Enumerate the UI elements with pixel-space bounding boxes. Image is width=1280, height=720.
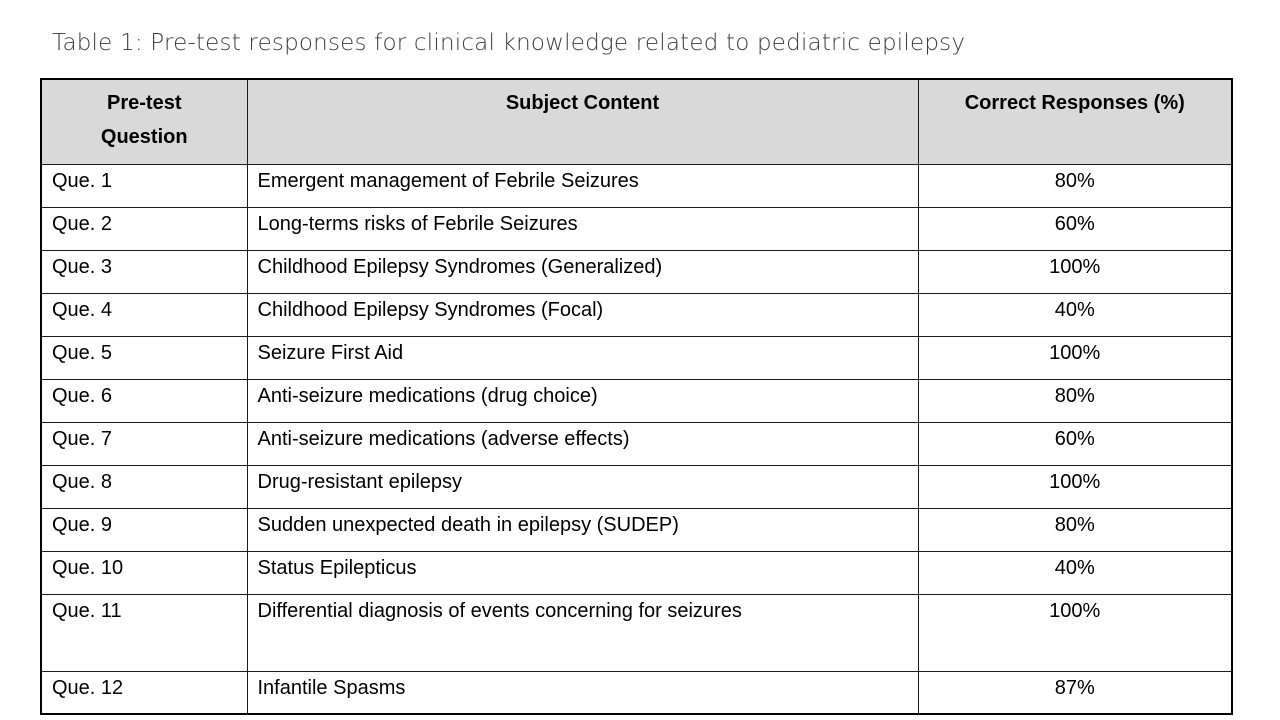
content-cell: Infantile Spasms bbox=[246, 671, 919, 715]
question-cell: Que. 2 bbox=[40, 207, 248, 251]
question-cell: Que. 10 bbox=[40, 551, 248, 595]
question-cell: Que. 7 bbox=[40, 422, 248, 466]
correct-cell: 100% bbox=[917, 250, 1233, 294]
content-cell: Emergent management of Febrile Seizures bbox=[246, 164, 919, 208]
question-cell: Que. 1 bbox=[40, 164, 248, 208]
question-cell: Que. 6 bbox=[40, 379, 248, 423]
content-cell: Drug-resistant epilepsy bbox=[246, 465, 919, 509]
question-cell: Que. 9 bbox=[40, 508, 248, 552]
table-row: Que. 3 Childhood Epilepsy Syndromes (Gen… bbox=[40, 250, 1233, 294]
content-cell: Anti-seizure medications (adverse effect… bbox=[246, 422, 919, 466]
correct-cell: 60% bbox=[917, 422, 1233, 466]
question-cell: Que. 11 bbox=[40, 594, 248, 672]
content-cell: Long-terms risks of Febrile Seizures bbox=[246, 207, 919, 251]
content-cell: Differential diagnosis of events concern… bbox=[246, 594, 919, 672]
correct-cell: 87% bbox=[917, 671, 1233, 715]
correct-cell: 100% bbox=[917, 465, 1233, 509]
question-cell: Que. 12 bbox=[40, 671, 248, 715]
content-cell: Sudden unexpected death in epilepsy (SUD… bbox=[246, 508, 919, 552]
table-row: Que. 8 Drug-resistant epilepsy 100% bbox=[40, 465, 1233, 509]
correct-cell: 80% bbox=[917, 379, 1233, 423]
table-title: Table 1: Pre-test responses for clinical… bbox=[52, 30, 966, 56]
correct-cell: 40% bbox=[917, 551, 1233, 595]
table-row: Que. 9 Sudden unexpected death in epilep… bbox=[40, 508, 1233, 552]
table-row: Que. 4 Childhood Epilepsy Syndromes (Foc… bbox=[40, 293, 1233, 337]
table-header-row: Pre-test Question Subject Content Correc… bbox=[40, 78, 1233, 165]
table-row: Que. 1 Emergent management of Febrile Se… bbox=[40, 164, 1233, 208]
table-row: Que. 5 Seizure First Aid 100% bbox=[40, 336, 1233, 380]
question-cell: Que. 8 bbox=[40, 465, 248, 509]
correct-cell: 100% bbox=[917, 336, 1233, 380]
table-row: Que. 10 Status Epilepticus 40% bbox=[40, 551, 1233, 595]
table-row: Que. 11 Differential diagnosis of events… bbox=[40, 594, 1233, 672]
question-cell: Que. 3 bbox=[40, 250, 248, 294]
column-header-correct-responses: Correct Responses (%) bbox=[917, 78, 1233, 165]
correct-cell: 80% bbox=[917, 508, 1233, 552]
content-cell: Childhood Epilepsy Syndromes (Generalize… bbox=[246, 250, 919, 294]
correct-cell: 60% bbox=[917, 207, 1233, 251]
table-row: Que. 2 Long-terms risks of Febrile Seizu… bbox=[40, 207, 1233, 251]
content-cell: Seizure First Aid bbox=[246, 336, 919, 380]
correct-cell: 100% bbox=[917, 594, 1233, 672]
column-header-pretest-question: Pre-test Question bbox=[40, 78, 248, 165]
question-cell: Que. 4 bbox=[40, 293, 248, 337]
table-row: Que. 12 Infantile Spasms 87% bbox=[40, 671, 1233, 715]
content-cell: Childhood Epilepsy Syndromes (Focal) bbox=[246, 293, 919, 337]
content-cell: Status Epilepticus bbox=[246, 551, 919, 595]
table-row: Que. 6 Anti-seizure medications (drug ch… bbox=[40, 379, 1233, 423]
question-cell: Que. 5 bbox=[40, 336, 248, 380]
correct-cell: 80% bbox=[917, 164, 1233, 208]
table-row: Que. 7 Anti-seizure medications (adverse… bbox=[40, 422, 1233, 466]
column-header-subject-content: Subject Content bbox=[246, 78, 919, 165]
content-cell: Anti-seizure medications (drug choice) bbox=[246, 379, 919, 423]
pretest-responses-table: Pre-test Question Subject Content Correc… bbox=[40, 78, 1233, 715]
correct-cell: 40% bbox=[917, 293, 1233, 337]
